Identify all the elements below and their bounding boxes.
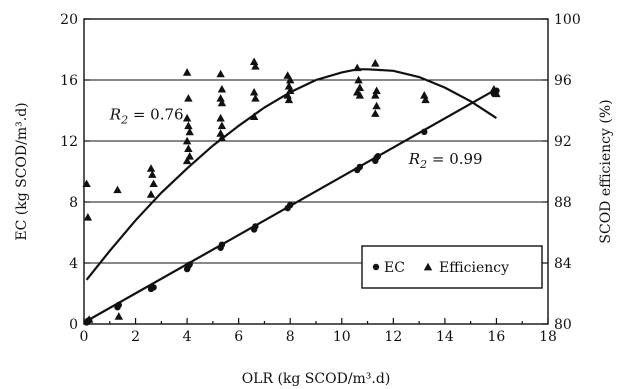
efficiency-point [492,89,501,98]
efficiency-point [216,113,225,122]
efficiency-point [420,91,429,99]
ec-point [150,284,157,291]
efficiency-point [146,164,156,172]
efficiency-point [184,94,193,102]
r2-annotations: R2 = 0.76 R2 = 0.99 [109,106,483,171]
x-tick-label: 6 [234,329,243,345]
efficiency-point [217,133,227,142]
y-right-tick-label: 80 [554,317,572,333]
efficiency-point [353,63,362,72]
efficiency-point [371,109,380,117]
efficiency-point [371,59,380,67]
legend-label-efficiency: Efficiency [439,260,509,276]
y-axis-left-title: EC (kg SCOD/m³.d) [14,102,30,240]
legend-label-ec: EC [384,260,405,276]
y-axis-right-title: SCOD efficiency (%) [598,99,614,243]
x-tick-label: 0 [80,329,89,345]
y-right-tick-label: 92 [554,134,572,150]
x-tick-label: 2 [131,329,140,345]
y-left-tick-label: 12 [60,134,78,150]
efficiency-point [217,98,227,107]
legend-marker-ec [372,263,380,271]
efficiency-point [421,95,430,104]
efficiency-point [249,112,259,120]
efficiency-point [372,101,381,110]
y-right-tick-label: 96 [554,73,572,89]
x-axis-title: OLR (kg SCOD/m³.d) [242,371,391,387]
efficiency-point [184,144,193,152]
y-left-tick-label: 0 [69,317,78,333]
y-left-tick-label: 8 [69,195,78,211]
efficiency-point [354,75,363,84]
efficiency-point [182,68,192,76]
ec-point [374,153,382,160]
y-left-tick-label: 4 [69,256,78,272]
fit-curve-efficiency [85,68,498,281]
efficiency-point [251,62,260,70]
legend: EC Efficiency [361,245,543,289]
y-right-tick-label: 88 [554,195,572,211]
efficiency-point [283,91,292,99]
x-tick-label: 14 [436,329,454,345]
efficiency-point [182,113,192,122]
efficiency-point [182,156,192,165]
efficiency-point [216,94,225,102]
axis-ticks [83,18,549,325]
efficiency-point [372,86,381,95]
efficiency-point [114,312,123,320]
efficiency-point [146,190,156,198]
efficiency-point [185,127,194,136]
tick-labels: 0 2 4 6 8 10 12 14 16 18 0 4 8 12 16 20 80 84 88 92 96 100 [60,12,581,345]
efficiency-point [149,179,158,188]
ec-point [252,223,259,230]
efficiency-point [371,91,380,99]
legend-box [361,245,543,289]
efficiency-point [216,129,225,137]
efficiency-point [216,69,225,78]
x-tick-label: 12 [384,329,402,345]
efficiency-point [284,81,294,90]
efficiency-point [217,121,227,130]
x-tick-label: 16 [488,329,506,345]
x-tick-label: 18 [539,329,557,345]
efficiency-point [355,91,365,99]
efficiency-point [249,88,259,96]
r2-label: R2 = 0.76 [109,106,184,127]
y-left-tick-label: 16 [60,73,78,89]
efficiency-point [284,95,294,104]
efficiency-point [113,185,122,194]
x-tick-label: 4 [183,329,192,345]
ec-point [218,241,226,248]
efficiency-point [286,75,295,84]
efficiency-point [251,94,260,102]
ec-point [115,301,123,309]
efficiency-point [148,170,157,178]
y-left-tick-label: 20 [60,12,78,28]
ec-point [421,128,428,136]
data-points [82,57,501,326]
x-tick-label: 8 [286,329,295,345]
efficiency-point [184,121,193,130]
ec-point [186,261,193,268]
ec-point [287,201,294,209]
efficiency-point [249,57,259,66]
y-right-tick-label: 100 [554,12,581,28]
efficiency-point [217,84,227,93]
efficiency-point [84,315,94,323]
x-tick-label: 10 [333,329,351,345]
efficiency-point [182,136,192,145]
r2-label: R2 = 0.99 [408,150,483,171]
efficiency-point [83,213,93,221]
legend-marker-efficiency [423,262,433,271]
ec-point [356,163,364,171]
y-right-tick-label: 84 [554,256,572,272]
